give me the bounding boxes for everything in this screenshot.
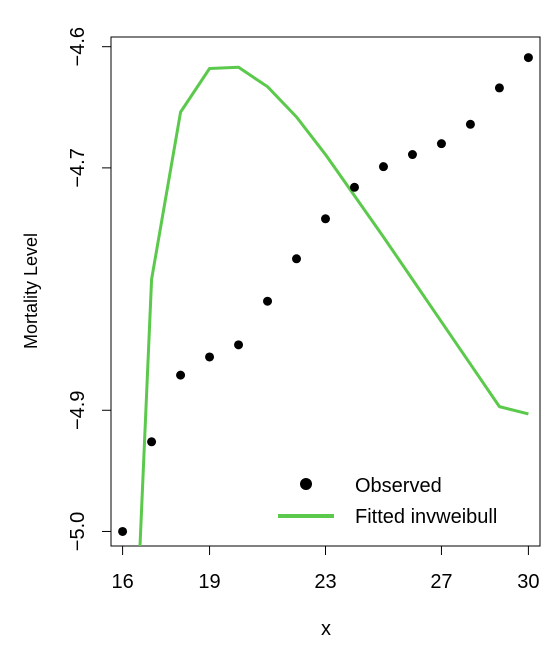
observed-point (118, 526, 128, 536)
x-tick-label: 30 (517, 571, 539, 593)
fitted-invweibull-line (138, 65, 529, 546)
observed-point (234, 340, 244, 350)
x-tick-label: 16 (111, 571, 133, 593)
y-axis-label: Mortality Level (21, 233, 41, 349)
y-tick-label: −4.6 (67, 27, 89, 66)
observed-point (523, 53, 533, 63)
legend-observed-marker (300, 478, 312, 490)
observed-point (378, 162, 388, 172)
observed-point (407, 150, 417, 160)
y-axis: −5.0 −4.9 −4.7 −4.6 (67, 27, 112, 551)
plot-box (110, 36, 541, 547)
legend: Observed Fitted invweibull (278, 475, 497, 528)
observed-point (205, 352, 215, 362)
observed-point (292, 254, 302, 264)
x-tick-label: 27 (430, 571, 452, 593)
x-axis: 16 19 23 27 30 (111, 545, 540, 593)
legend-observed-label: Observed (355, 475, 442, 497)
y-tick-label: −4.7 (67, 148, 89, 187)
observed-point (147, 437, 157, 447)
observed-point (263, 296, 273, 306)
observed-point (321, 214, 330, 224)
x-axis-label: x (321, 618, 331, 640)
x-tick-label: 19 (198, 571, 220, 593)
y-tick-label: −4.9 (67, 391, 89, 430)
observed-point (176, 370, 186, 380)
observed-point (436, 139, 446, 149)
observed-point (465, 119, 475, 129)
legend-fitted-label: Fitted invweibull (355, 506, 497, 528)
x-tick-label: 23 (314, 571, 336, 593)
observed-point (349, 182, 359, 192)
y-tick-label: −5.0 (67, 512, 89, 551)
plot-layer (118, 53, 533, 546)
observed-point (494, 83, 504, 93)
